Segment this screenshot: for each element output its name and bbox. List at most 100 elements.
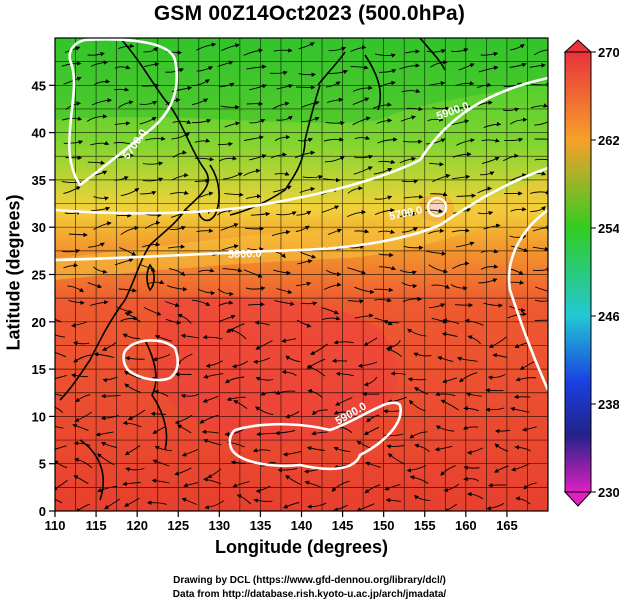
streamline-arrow (174, 467, 192, 476)
streamline-arrow (328, 46, 347, 52)
streamline-arrow (114, 176, 129, 181)
streamline-arrow (91, 97, 112, 106)
streamline-arrow (117, 153, 134, 159)
streamline-arrow (456, 356, 478, 362)
streamline-arrow (304, 480, 322, 488)
streamline-arrow (71, 321, 88, 328)
streamline-arrow (532, 267, 548, 272)
streamline-arrow (55, 374, 67, 379)
streamline-arrow (451, 228, 470, 233)
streamline-arrow (139, 116, 157, 125)
streamline-arrow (224, 192, 244, 197)
streamline-arrow (272, 101, 290, 110)
streamline-arrow (298, 137, 313, 143)
streamline-arrow (477, 210, 494, 216)
streamline-arrow (194, 178, 210, 183)
streamline-arrow (347, 299, 364, 304)
streamline-arrow (507, 311, 527, 319)
streamline-arrow (122, 481, 141, 486)
streamline-arrow (233, 400, 248, 409)
streamline-arrow (350, 45, 367, 52)
contour-5700-west (68, 38, 179, 187)
streamline-arrow (285, 355, 301, 363)
streamline-arrow (387, 396, 407, 405)
streamline-arrow (55, 351, 67, 358)
streamline-arrow (307, 388, 323, 398)
streamline-arrow (217, 60, 234, 67)
streamline-arrow (327, 228, 342, 235)
streamline-arrow (322, 177, 341, 183)
y-tick-label: 30 (32, 220, 46, 235)
streamline-arrow (321, 307, 340, 315)
streamline-arrow (181, 449, 199, 457)
streamline-arrow (456, 241, 475, 248)
y-tick-label: 45 (32, 78, 46, 93)
streamline-arrow (180, 393, 199, 399)
streamline-arrow (323, 282, 342, 290)
streamline-arrow (120, 187, 140, 197)
streamline-arrow (196, 66, 214, 72)
streamline-arrow (223, 172, 243, 180)
colorbar-body (564, 51, 592, 493)
streamline-arrow (429, 162, 444, 167)
streamline-arrow (354, 313, 374, 319)
x-tick-label: 110 (45, 518, 66, 533)
streamline-arrow (409, 431, 428, 439)
streamline-arrow (479, 171, 495, 176)
streamline-arrow (494, 428, 511, 434)
streamline-arrow (530, 82, 548, 88)
streamline-arrow (296, 281, 312, 287)
streamline-arrow (124, 497, 140, 507)
streamline-arrow (116, 306, 134, 315)
streamline-arrow (432, 106, 450, 111)
streamline-arrow (441, 331, 458, 337)
streamline-arrow (311, 409, 328, 416)
streamline-arrow (93, 196, 109, 201)
streamline-arrow (467, 335, 481, 345)
x-tick-label: 160 (455, 518, 477, 533)
colorbar-tick-label: 246 (598, 309, 619, 324)
streamline-arrow (458, 63, 475, 71)
streamline-arrow (383, 409, 400, 414)
colorbar-tick-label: 238 (598, 397, 619, 412)
streamline-arrow (400, 115, 417, 122)
streamline-arrow (217, 288, 234, 297)
streamline-arrow (377, 137, 398, 144)
streamline-arrow (150, 411, 166, 417)
streamline-arrow (285, 475, 302, 486)
streamline-arrow (534, 49, 548, 56)
streamline-arrow (104, 498, 121, 510)
streamline-arrow (366, 414, 380, 423)
streamline-arrow (481, 156, 500, 164)
colorbar-bottom-triangle (563, 491, 593, 507)
contour-5800 (55, 166, 548, 262)
streamline-arrow (191, 79, 210, 87)
streamline-arrow (146, 279, 165, 285)
streamline-arrow (197, 288, 216, 296)
streamline-arrow (140, 191, 157, 196)
streamline-arrow (275, 430, 296, 436)
streamline-arrow (455, 80, 475, 87)
streamline-arrow (454, 302, 474, 308)
streamline-arrow (63, 262, 79, 269)
streamline-arrow (456, 193, 477, 198)
streamline-arrow (87, 282, 103, 289)
streamline-arrow (118, 288, 137, 293)
streamline-arrow (276, 211, 297, 216)
x-tick-label: 120 (126, 518, 148, 533)
streamline-arrow (102, 376, 118, 383)
streamline-arrow (127, 409, 146, 421)
streamline-arrow (352, 97, 370, 106)
x-axis-ticks: 110 115 120 125 130 135 140 145 150 155 160 165 (45, 511, 518, 533)
streamline-arrow (224, 429, 244, 437)
streamline-arrow (530, 103, 548, 109)
streamline-arrow (352, 85, 373, 92)
streamline-arrow (282, 450, 302, 457)
y-tick-label: 10 (32, 409, 46, 424)
streamline-arrow (171, 132, 191, 140)
streamline-arrow (425, 208, 444, 214)
streamline-arrow (386, 444, 405, 449)
streamline-arrow (510, 206, 527, 212)
streamline-arrow (487, 374, 506, 380)
streamline-arrow (220, 223, 239, 231)
